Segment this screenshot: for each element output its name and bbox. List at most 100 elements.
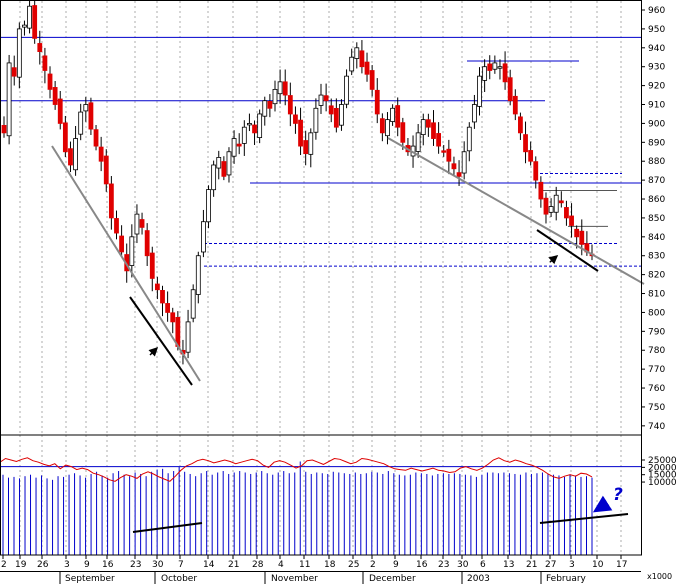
candle-body (170, 312, 176, 323)
candle-body (298, 119, 303, 147)
volume-y-tick-label: 25000 (648, 456, 677, 466)
candle-body (293, 114, 298, 124)
y-tick-label: 940 (648, 44, 665, 54)
support-trendline (51, 145, 201, 382)
candle-body (226, 151, 232, 176)
candle-body (379, 118, 385, 134)
axes (0, 0, 645, 584)
x-month-label: September (65, 574, 115, 584)
candle-body (512, 95, 518, 115)
y-tick-label: 910 (648, 101, 665, 111)
x-day-label: 13 (503, 560, 514, 570)
y-tick-label: 790 (648, 327, 665, 337)
y-tick-label: 930 (648, 63, 665, 73)
trendlines (51, 137, 645, 386)
x-day-label: 30 (457, 560, 469, 570)
candle-body (313, 107, 319, 133)
candle-body (471, 104, 477, 123)
candle-body (98, 146, 104, 162)
volume-y-tick-label: 20000 (648, 463, 677, 473)
candle-body (374, 89, 380, 115)
candle-body (190, 289, 196, 319)
candle-body (528, 150, 534, 162)
candle-body (16, 28, 22, 78)
candle-body (328, 105, 334, 115)
oscillator-line (0, 457, 593, 482)
candle-body (11, 67, 17, 77)
candle-body (68, 148, 73, 166)
candle-body (62, 122, 68, 153)
candle-body (78, 111, 84, 135)
x-day-label: 23 (130, 560, 141, 570)
x-month-label: November (271, 574, 318, 584)
candle-body (144, 230, 150, 257)
x-month-label: December (369, 574, 416, 584)
candle-body (236, 143, 242, 147)
candle-body (461, 151, 467, 174)
gridlines (19, 1, 622, 555)
candle-body (103, 155, 109, 185)
x-day-label: 16 (416, 560, 428, 570)
x-day-label: 7 (178, 560, 184, 570)
x-day-label: 11 (299, 560, 310, 570)
candle-body (149, 252, 155, 279)
x-day-label: 3 (64, 560, 70, 570)
up-arrow (148, 346, 159, 357)
y-tick-label: 880 (648, 157, 665, 167)
volume-trendline (132, 522, 203, 533)
candle-body (323, 95, 329, 102)
y-tick-label: 770 (648, 365, 665, 375)
candle-body (502, 63, 508, 83)
candle-body (262, 100, 268, 117)
candle-body (548, 206, 554, 213)
candle-body (431, 122, 436, 139)
candlesticks (1, 0, 595, 365)
candle-body (42, 55, 48, 71)
candle-body (1, 125, 7, 134)
candle-body (114, 218, 119, 234)
candle-body (543, 197, 549, 215)
candle-body (344, 75, 349, 105)
candle-body (564, 207, 569, 219)
candle-body (88, 102, 94, 130)
candle-body (354, 47, 360, 59)
candle-body (154, 283, 160, 291)
candle-body (32, 5, 38, 39)
candle-body (57, 98, 63, 124)
candle-body (206, 189, 211, 223)
candle-body (287, 95, 293, 115)
x-day-label: 26 (37, 560, 49, 570)
candle-body (272, 88, 278, 105)
candle-body (569, 215, 574, 226)
candle-body (538, 181, 544, 200)
y-tick-label: 870 (648, 176, 665, 186)
candle-body (523, 134, 528, 153)
y-tick-label: 830 (648, 252, 665, 262)
candle-body (400, 122, 406, 143)
candle-body (436, 133, 442, 147)
candle-body (73, 138, 78, 171)
blue-arrow (592, 495, 613, 513)
candle-body (349, 56, 355, 72)
candle-body (303, 140, 309, 155)
candle-body (129, 236, 135, 266)
x-day-label: 25 (348, 560, 359, 570)
y-tick-label: 960 (648, 6, 665, 16)
candle-body (390, 107, 395, 122)
x-month-label: 2003 (467, 574, 490, 584)
candle-body (425, 119, 431, 128)
candle-body (415, 132, 421, 152)
candle-body (318, 94, 324, 106)
candle-body (441, 150, 447, 153)
candle-body (221, 161, 227, 177)
candle-body (533, 161, 539, 181)
x-day-label: 18 (324, 560, 336, 570)
candle-body (282, 81, 288, 96)
x-day-label: 2 (1, 560, 7, 570)
up-arrow (548, 255, 559, 265)
x-day-label: 19 (15, 560, 27, 570)
candle-body (252, 124, 257, 134)
candle-body (119, 235, 124, 253)
